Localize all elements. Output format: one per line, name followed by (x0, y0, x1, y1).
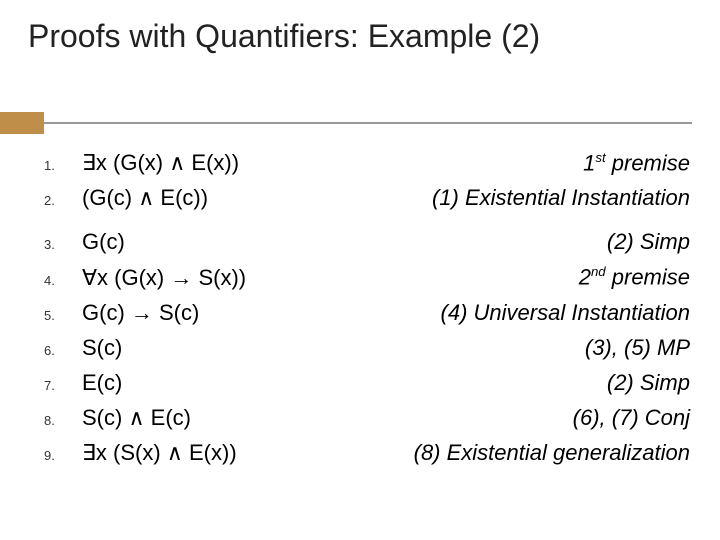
step-number: 2. (44, 187, 82, 208)
divider-line (44, 122, 692, 124)
formula: G(c) → S(c) (82, 300, 199, 326)
proof-row-left: 7.E(c) (44, 370, 122, 396)
proof-row: 6.S(c) (3), (5) MP (44, 335, 690, 361)
proof-row: 5.G(c) → S(c) (4) Universal Instantiation (44, 300, 690, 326)
step-number: 5. (44, 302, 82, 323)
proof-row: 8.S(c) ∧ E(c) (6), (7) Conj (44, 405, 690, 431)
formula: (G(c) ∧ E(c)) (82, 185, 208, 211)
accent-bar (0, 112, 44, 134)
justification: (6), (7) Conj (573, 405, 690, 431)
proof-row: 2.(G(c) ∧ E(c)) (1) Existential Instantia… (44, 185, 690, 211)
formula: ∃x (G(x) ∧ E(x)) (82, 150, 239, 176)
formula: ∃x (S(x) ∧ E(x)) (82, 440, 237, 466)
justification: (3), (5) MP (585, 335, 690, 361)
step-number: 4. (44, 267, 82, 288)
proof-row-left: 6.S(c) (44, 335, 122, 361)
proof-row: 4.∀x (G(x) → S(x)) 2nd premise (44, 264, 690, 290)
justification: (8) Existential generalization (414, 440, 690, 466)
justification: (2) Simp (607, 370, 690, 396)
formula: E(c) (82, 370, 122, 396)
formula: S(c) ∧ E(c) (82, 405, 191, 431)
proof-row: 9.∃x (S(x) ∧ E(x)) (8) Existential genera… (44, 440, 690, 466)
justification: (2) Simp (607, 229, 690, 255)
proof-row-left: 2.(G(c) ∧ E(c)) (44, 185, 208, 211)
justification: 2nd premise (579, 264, 690, 290)
justification: 1st premise (583, 150, 690, 176)
step-number: 6. (44, 337, 82, 358)
proof-row: 3.G(c) (2) Simp (44, 229, 690, 255)
formula: S(c) (82, 335, 122, 361)
proof-row: 1.∃x (G(x) ∧ E(x)) 1st premise (44, 150, 690, 176)
proof-list: 1.∃x (G(x) ∧ E(x)) 1st premise 2.(G(c) ∧ E… (44, 150, 690, 475)
step-number: 8. (44, 407, 82, 428)
justification: (1) Existential Instantiation (432, 185, 690, 211)
proof-row-left: 8.S(c) ∧ E(c) (44, 405, 191, 431)
formula: ∀x (G(x) → S(x)) (82, 265, 246, 291)
slide: Proofs with Quantifiers: Example (2) 1.∃… (0, 0, 720, 540)
slide-title: Proofs with Quantifiers: Example (2) (28, 18, 692, 55)
step-number: 9. (44, 442, 82, 463)
formula: G(c) (82, 229, 125, 255)
proof-row-left: 3.G(c) (44, 229, 125, 255)
step-number: 1. (44, 152, 82, 173)
step-number: 7. (44, 372, 82, 393)
proof-row-left: 5.G(c) → S(c) (44, 300, 199, 326)
step-number: 3. (44, 231, 82, 252)
proof-row: 7.E(c) (2) Simp (44, 370, 690, 396)
proof-row-left: 4.∀x (G(x) → S(x)) (44, 265, 246, 291)
proof-row-left: 1.∃x (G(x) ∧ E(x)) (44, 150, 239, 176)
proof-row-left: 9.∃x (S(x) ∧ E(x)) (44, 440, 237, 466)
justification: (4) Universal Instantiation (441, 300, 690, 326)
